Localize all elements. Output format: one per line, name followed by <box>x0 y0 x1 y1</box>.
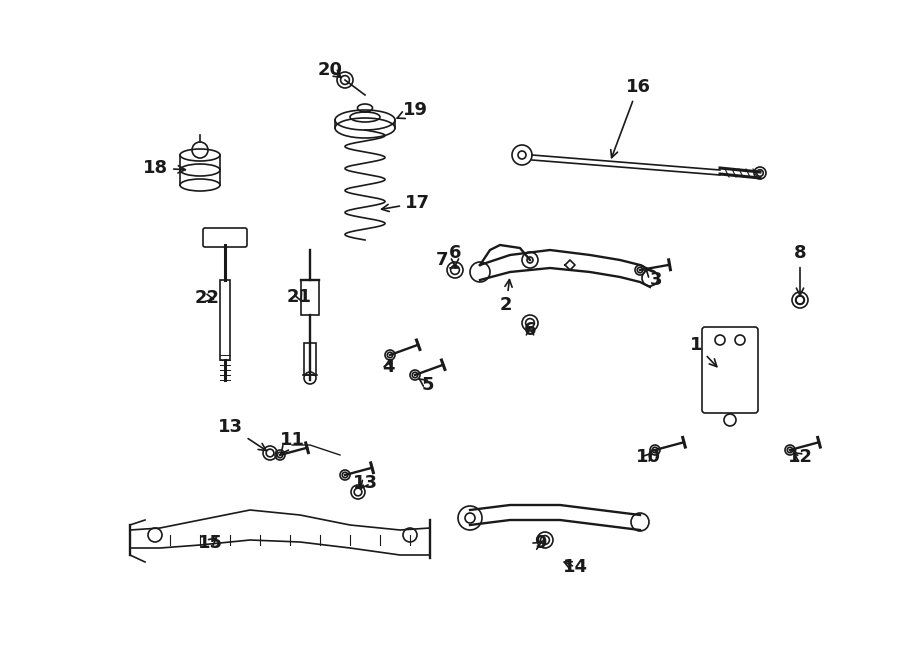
Text: 13: 13 <box>353 474 377 492</box>
Text: 3: 3 <box>645 268 662 289</box>
Text: 8: 8 <box>794 244 806 295</box>
Text: 18: 18 <box>143 159 185 177</box>
Text: 5: 5 <box>418 376 434 394</box>
Text: 16: 16 <box>611 78 651 158</box>
Text: 4: 4 <box>382 358 394 376</box>
Text: 13: 13 <box>218 418 266 450</box>
Text: 20: 20 <box>318 61 343 79</box>
Text: 6: 6 <box>524 321 536 339</box>
Bar <box>301 280 319 315</box>
Text: 17: 17 <box>382 194 430 212</box>
Text: 11: 11 <box>280 431 304 454</box>
Text: 10: 10 <box>635 448 661 466</box>
Text: 15: 15 <box>197 534 222 552</box>
Text: 9: 9 <box>533 534 546 552</box>
Text: 7: 7 <box>436 251 458 269</box>
Text: 1: 1 <box>690 336 716 367</box>
Bar <box>304 342 316 375</box>
Text: 21: 21 <box>287 288 312 306</box>
Text: 19: 19 <box>397 101 428 119</box>
Bar <box>220 280 230 360</box>
Text: 6: 6 <box>449 244 461 268</box>
Text: 14: 14 <box>562 558 588 576</box>
Text: 22: 22 <box>195 289 220 307</box>
Text: 12: 12 <box>788 448 813 466</box>
Text: 2: 2 <box>500 280 512 314</box>
